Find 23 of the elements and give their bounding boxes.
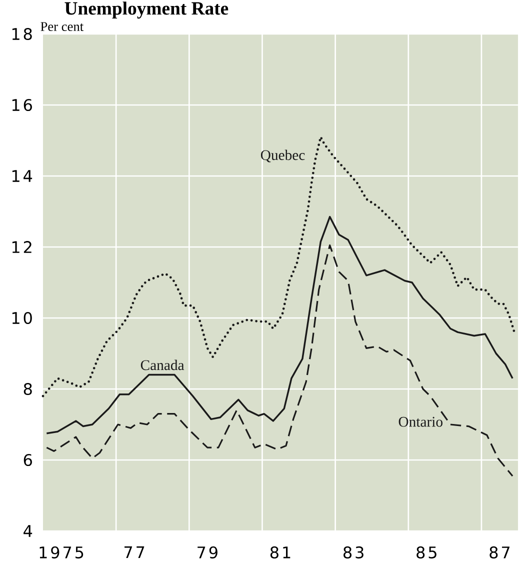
chart-title: Unemployment Rate — [64, 2, 228, 19]
y-tick-label: 4 — [24, 525, 32, 537]
y-tick-label: 6 — [24, 454, 32, 466]
y-axis-title: Per cent — [40, 22, 84, 32]
x-tick-label: 83 — [344, 546, 364, 558]
series-label: Ontario — [399, 416, 443, 427]
y-tick-label: 18 — [12, 28, 32, 40]
x-tick-label: 77 — [124, 546, 144, 558]
y-tick-label: 16 — [12, 98, 32, 112]
series-label: Canada — [141, 360, 184, 370]
line-series — [46, 216, 514, 434]
x-tick-label: 1975 — [40, 546, 84, 558]
x-tick-label: 87 — [490, 546, 510, 558]
x-tick-label: 79 — [198, 546, 218, 558]
x-tick-label: 85 — [416, 546, 437, 558]
y-tick-label: 12 — [12, 241, 32, 253]
series-label: Quebec — [261, 150, 305, 162]
line-series — [46, 244, 514, 477]
y-tick-label: 14 — [12, 170, 32, 182]
y-tick-label: 8 — [24, 382, 32, 396]
x-tick-label: 81 — [270, 546, 290, 558]
line-series — [42, 136, 516, 398]
y-tick-label: 10 — [12, 312, 32, 324]
